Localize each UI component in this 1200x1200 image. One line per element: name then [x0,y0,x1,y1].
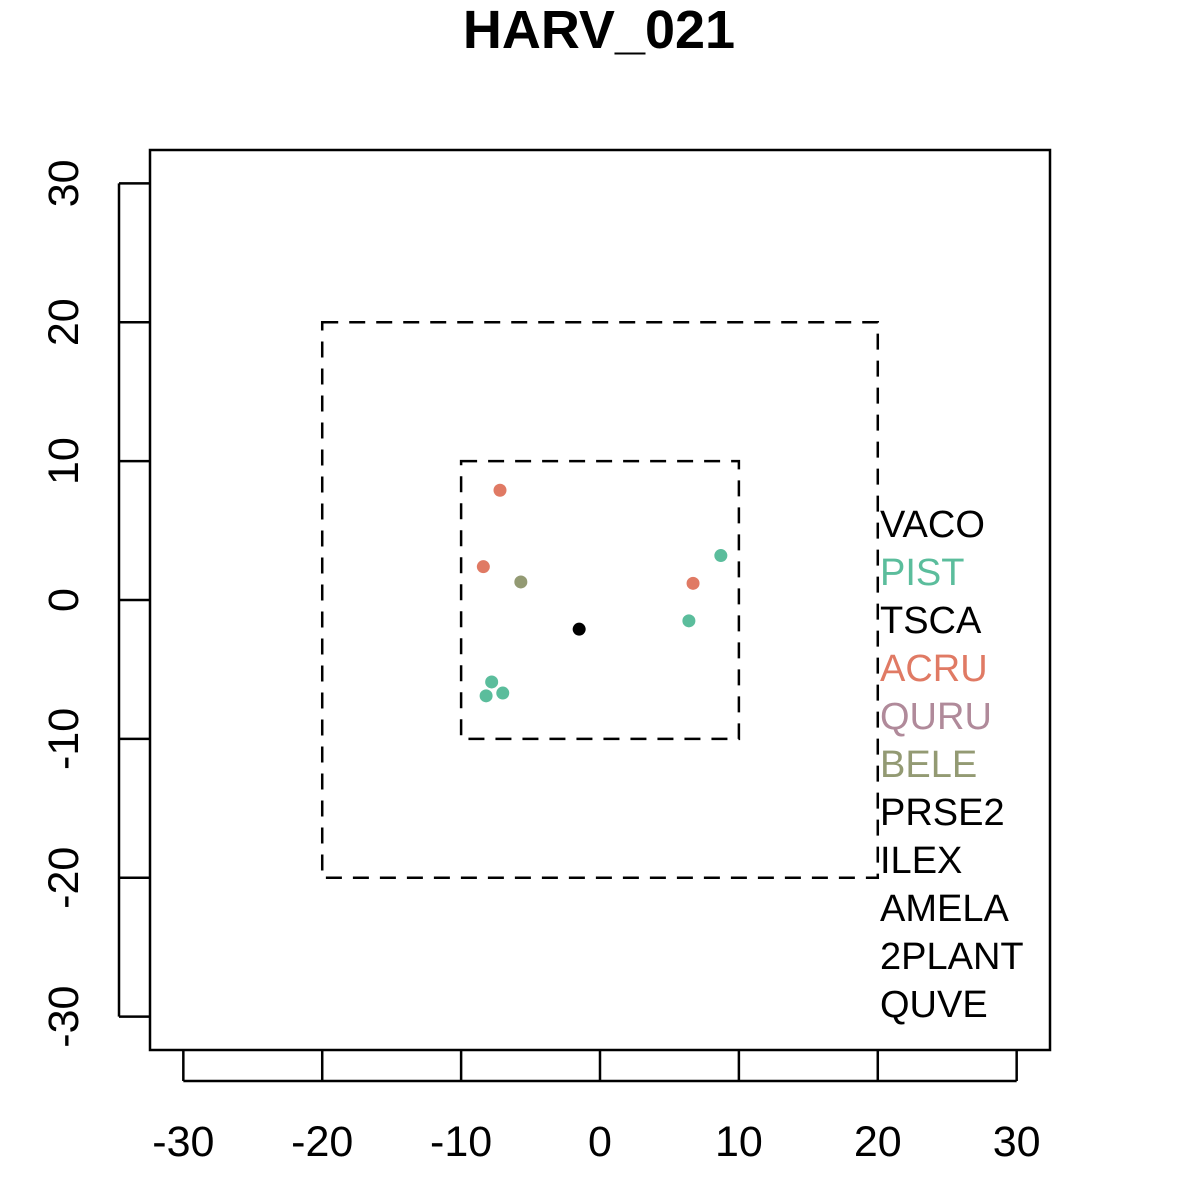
x-tick-label: -10 [430,1118,492,1166]
data-point [572,622,586,636]
data-point [485,675,499,689]
y-axis: -30 -20 -10 0 10 20 30 [40,159,150,1048]
x-tick-label: -20 [291,1118,353,1166]
legend-entry: QURU [880,696,992,738]
data-point [686,576,700,590]
legend-entry: ACRU [880,648,988,690]
data-point [496,686,510,700]
y-tick-label: 20 [40,298,88,346]
chart-title: HARV_021 [463,0,735,60]
y-tick-label: 30 [40,159,88,207]
data-point [476,560,490,574]
legend-entry: TSCA [880,600,982,642]
x-tick-label: -30 [152,1118,214,1166]
data-point [714,549,728,563]
data-point [514,575,528,589]
x-axis: -30 -20 -10 0 10 20 30 [152,1050,1041,1166]
x-tick-label: 30 [993,1118,1041,1166]
x-tick-label: 10 [715,1118,763,1166]
legend-entry: PIST [880,552,964,594]
outer-square [320,320,880,880]
data-point [682,614,696,628]
legend-entry: ILEX [880,840,962,882]
legend-entry: QUVE [880,984,988,1026]
plot-boundaries [320,320,880,880]
x-tick-label: 0 [588,1118,612,1166]
inner-square [459,459,741,741]
data-point [479,689,493,703]
legend: VACO PIST TSCA ACRU QURU BELE PRSE2 ILEX AMELA 2P… [880,504,1024,1026]
data-point [493,483,507,497]
y-tick-label: 0 [40,588,88,612]
legend-entry: PRSE2 [880,792,1005,834]
y-tick-label: -10 [40,708,88,770]
legend-entry: VACO [880,504,985,546]
y-tick-label: 10 [40,437,88,485]
legend-entry: AMELA [880,888,1009,930]
legend-entry: 2PLANT [880,936,1024,978]
legend-entry: BELE [880,744,977,786]
x-tick-label: 20 [854,1118,902,1166]
y-tick-label: -30 [40,986,88,1048]
y-tick-label: -20 [40,847,88,909]
data-points [476,483,728,703]
